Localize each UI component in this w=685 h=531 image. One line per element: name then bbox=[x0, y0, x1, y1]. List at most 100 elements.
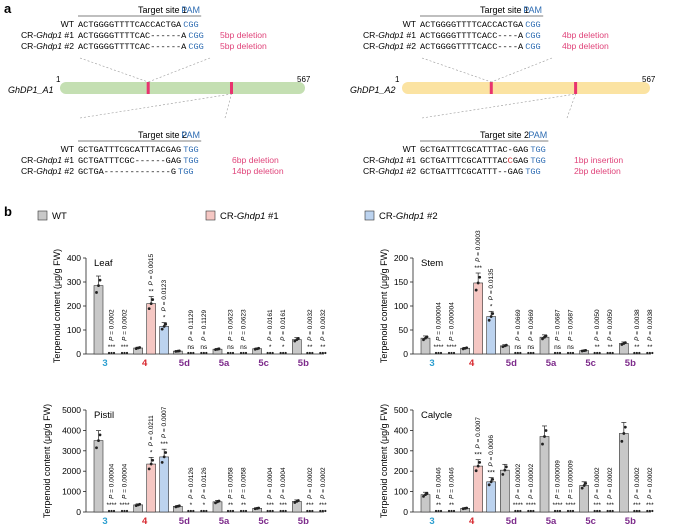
data-point bbox=[149, 302, 153, 305]
chart-pistil: 0 1000 2000 3000 4000 5000 Terpenoid content (… bbox=[42, 404, 327, 527]
data-point bbox=[489, 315, 493, 318]
category-label-5c: 5c bbox=[585, 516, 596, 527]
data-point bbox=[434, 509, 438, 513]
genotype-label: WT bbox=[403, 19, 417, 29]
y-tick-label: 0 bbox=[403, 507, 408, 517]
significance-mark: ** bbox=[307, 344, 313, 351]
chart-title: Stem bbox=[421, 258, 443, 269]
connector-line bbox=[421, 93, 576, 119]
data-point bbox=[611, 351, 614, 355]
significance-mark: * bbox=[282, 344, 285, 351]
p-value-label: P = 0.0003 bbox=[475, 230, 482, 262]
target-site-title: Target site 2 bbox=[138, 130, 187, 140]
significance-mark: *** bbox=[108, 344, 116, 351]
data-point bbox=[606, 351, 609, 355]
connector-line bbox=[421, 57, 492, 83]
data-point bbox=[308, 509, 311, 513]
category-label-4: 4 bbox=[469, 516, 475, 527]
y-tick-label: 50 bbox=[399, 325, 409, 335]
p-value-label: P = 0.0002 bbox=[594, 467, 601, 499]
data-point bbox=[244, 509, 248, 513]
data-point bbox=[107, 509, 111, 513]
data-point bbox=[422, 494, 425, 498]
significance-mark: **** bbox=[446, 344, 457, 351]
significance-mark: *** bbox=[593, 502, 601, 509]
category-label-5d: 5d bbox=[179, 358, 190, 369]
p-value-label: P = 0.0211 bbox=[148, 415, 155, 447]
p-value-label: P = 0.00002 bbox=[515, 463, 522, 499]
data-point bbox=[491, 477, 495, 481]
pam-label: PAM bbox=[523, 5, 542, 15]
data-point bbox=[648, 509, 651, 513]
data-point bbox=[504, 465, 508, 469]
legend-cr1-label: CR-Ghdp1 #1 bbox=[220, 211, 279, 222]
significance-mark: **** bbox=[552, 502, 563, 509]
y-tick-label: 1000 bbox=[62, 487, 81, 497]
data-point bbox=[543, 335, 546, 339]
significance-mark: ** bbox=[436, 502, 442, 509]
data-point bbox=[279, 351, 282, 355]
data-point bbox=[638, 351, 641, 355]
data-point bbox=[229, 509, 232, 513]
data-point bbox=[596, 509, 599, 513]
category-label-5a: 5a bbox=[546, 516, 557, 527]
genotype-label: CR-Ghdp1 #1 bbox=[21, 155, 74, 165]
significance-mark: ** bbox=[608, 344, 614, 351]
legend: WT CR-Ghdp1 #1 CR-Ghdp1 #2 bbox=[37, 210, 438, 222]
data-point bbox=[162, 455, 166, 459]
data-point bbox=[97, 284, 100, 287]
data-point bbox=[623, 425, 627, 429]
p-value-label: P = 0.0032 bbox=[307, 309, 314, 341]
significance-mark: ns bbox=[240, 344, 248, 351]
data-point bbox=[123, 509, 126, 513]
pam-sequence: CGG bbox=[525, 20, 540, 30]
target-site-title: Target site 2 bbox=[480, 130, 529, 140]
p-value-label: P = 0.0123 bbox=[161, 280, 168, 312]
mutation-note: 14bp deletion bbox=[232, 166, 284, 176]
y-axis-label: Terpenoid content (μg/g FW) bbox=[42, 404, 52, 518]
data-point bbox=[97, 439, 100, 442]
p-value-label: P = 0.0015 bbox=[148, 254, 155, 286]
data-point bbox=[205, 351, 208, 355]
pam-sequence: TGG bbox=[183, 145, 198, 155]
data-point bbox=[516, 351, 519, 355]
mutation-note: 4bp deletion bbox=[562, 30, 609, 40]
y-tick-label: 200 bbox=[394, 253, 408, 263]
data-point bbox=[571, 351, 575, 355]
category-label-5b: 5b bbox=[625, 358, 636, 369]
p-value-label: P = 0.0161 bbox=[267, 309, 274, 341]
legend-cr2-label: CR-Ghdp1 #2 bbox=[379, 211, 438, 222]
dna-sequence: ACTGGGGTTTTCACC----A bbox=[420, 31, 524, 41]
data-point bbox=[434, 351, 438, 355]
category-label-5d: 5d bbox=[179, 516, 190, 527]
gene-name: GhDP1_A1 bbox=[8, 85, 54, 95]
data-point bbox=[125, 509, 129, 513]
data-point bbox=[187, 509, 190, 513]
data-point bbox=[269, 509, 272, 513]
significance-mark: *** bbox=[306, 502, 314, 509]
significance-mark: * bbox=[163, 315, 166, 322]
panel-a-label: a bbox=[4, 1, 12, 16]
data-point bbox=[255, 347, 259, 351]
mutation-note: 5bp deletion bbox=[220, 30, 267, 40]
data-point bbox=[450, 509, 453, 513]
p-value-label: P = 0.0161 bbox=[280, 309, 287, 341]
chart-title: Pistil bbox=[94, 410, 114, 421]
y-tick-label: 5000 bbox=[62, 405, 81, 415]
p-value-label: P = 0.0135 bbox=[488, 268, 495, 300]
data-point bbox=[527, 509, 530, 513]
significance-mark: *** bbox=[279, 502, 287, 509]
bar-3-s1 bbox=[93, 440, 104, 513]
data-point bbox=[582, 484, 586, 487]
data-point bbox=[202, 509, 205, 513]
category-label-5c: 5c bbox=[258, 358, 269, 369]
data-point bbox=[593, 351, 596, 355]
bar-5b-s1 bbox=[619, 433, 629, 513]
dna-sequence: GCTGATTTCGC------GAG bbox=[78, 156, 181, 166]
y-tick-label: 500 bbox=[394, 405, 408, 415]
p-value-label: P = 0.0058 bbox=[228, 467, 235, 499]
data-point bbox=[160, 461, 164, 464]
data-point bbox=[202, 351, 205, 355]
legend-cr2-swatch bbox=[364, 210, 375, 221]
data-point bbox=[478, 461, 482, 464]
